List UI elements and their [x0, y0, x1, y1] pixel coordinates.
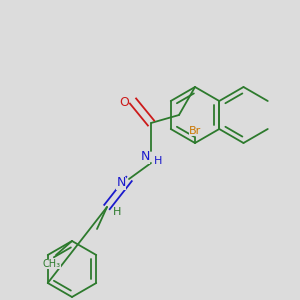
Text: H: H [113, 207, 121, 217]
Text: CH₃: CH₃ [43, 259, 61, 269]
Text: O: O [119, 97, 129, 110]
Text: H: H [154, 156, 162, 166]
Text: Br: Br [189, 126, 201, 136]
Text: N: N [140, 151, 150, 164]
Text: N: N [116, 176, 126, 190]
